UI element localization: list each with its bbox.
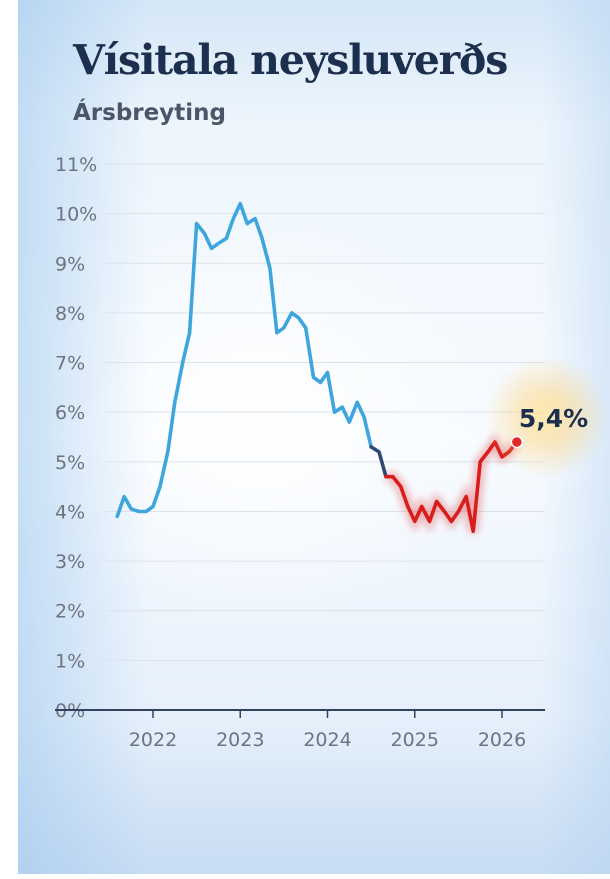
y-tick-label: 10% xyxy=(55,204,97,226)
x-axis: 2022 2023 2024 2025 2026 xyxy=(55,709,545,751)
latest-value-marker xyxy=(510,435,524,449)
y-tick-label: 2% xyxy=(55,601,85,623)
y-tick-label: 11% xyxy=(55,154,97,176)
falling-segment-glow xyxy=(386,433,521,533)
series-segment-transition xyxy=(369,445,388,479)
y-tick-label: 5% xyxy=(55,452,85,474)
grid-lines xyxy=(105,163,545,661)
x-tick-label: 2026 xyxy=(478,729,526,751)
x-tick-label: 2024 xyxy=(303,729,351,751)
y-tick-label: 9% xyxy=(55,253,85,275)
y-tick-label: 1% xyxy=(55,650,85,672)
page-bottom-edge xyxy=(0,874,610,879)
glow-layer xyxy=(386,433,521,533)
y-tick-label: 7% xyxy=(55,353,85,375)
page-title: Vísitala neysluverðs xyxy=(73,36,508,84)
annotation-layer: 5,4% xyxy=(484,354,609,479)
y-axis-labels: 0%1%2%3%4%5%6%7%8%9%10%11% xyxy=(55,154,97,722)
x-tick-label: 2025 xyxy=(391,729,439,751)
x-tick-label: 2022 xyxy=(129,729,177,751)
y-tick-label: 8% xyxy=(55,303,85,325)
y-tick-label: 4% xyxy=(55,501,85,523)
series-line xyxy=(115,201,519,534)
y-tick-label: 6% xyxy=(55,402,85,424)
x-tick-label: 2023 xyxy=(216,729,264,751)
latest-value-label: 5,4% xyxy=(519,404,588,433)
chart-subtitle: Ársbreyting xyxy=(73,100,226,126)
series-segment-rising xyxy=(115,201,373,519)
y-tick-label: 3% xyxy=(55,551,85,573)
